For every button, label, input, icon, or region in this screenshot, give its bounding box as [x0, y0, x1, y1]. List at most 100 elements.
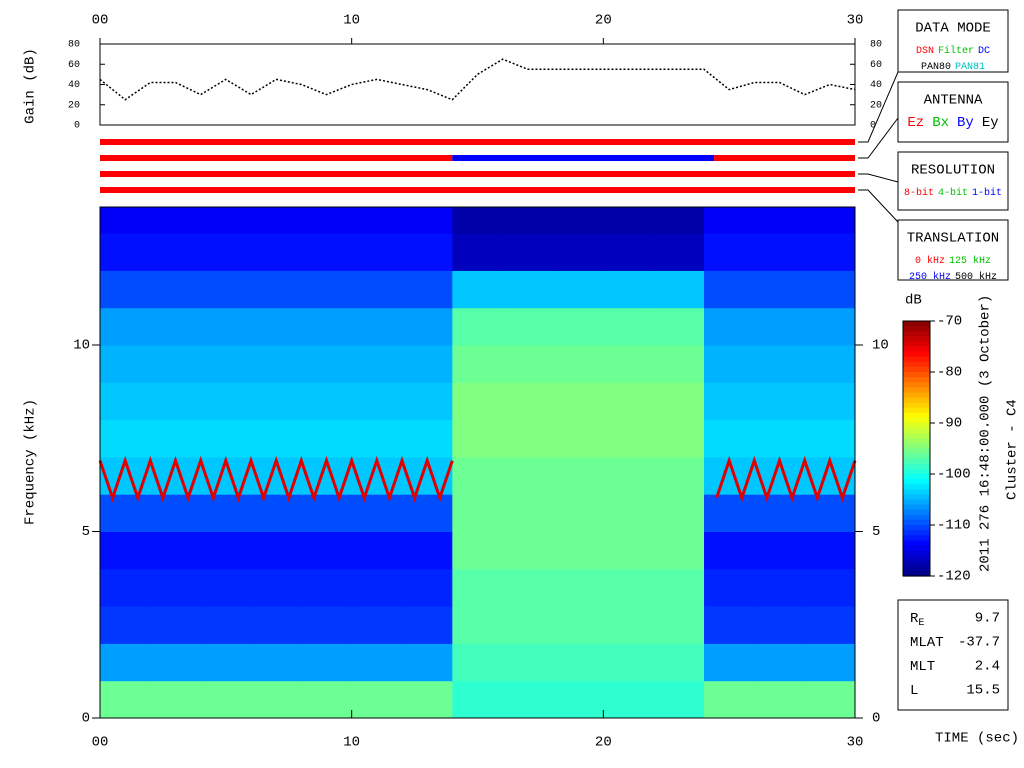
panel-item: Ey	[982, 115, 999, 131]
y-tick-label: 80	[870, 40, 882, 51]
heatmap-cell	[603, 606, 655, 644]
heatmap-cell	[100, 531, 151, 570]
heatmap-cell	[150, 382, 202, 421]
heatmap-cell	[754, 270, 806, 309]
heatmap-cell	[704, 494, 755, 533]
heatmap-cell	[301, 531, 353, 570]
y-tick-label: 10	[872, 338, 889, 354]
status-segment	[452, 155, 715, 161]
heatmap-cell	[452, 207, 504, 234]
colorbar-tick-label: -80	[937, 365, 962, 381]
colorbar-swatch	[903, 560, 930, 567]
heatmap-cell	[653, 680, 705, 719]
panel-frame	[897, 81, 1009, 143]
heatmap-cell	[754, 307, 806, 346]
panel-item: 1-bit	[972, 187, 1002, 199]
heatmap-cell	[502, 419, 554, 458]
heatmap-cell	[200, 568, 252, 607]
gain-line	[99, 58, 856, 101]
heatmap-cell	[653, 568, 705, 607]
panel-item: DSN	[916, 46, 934, 57]
heatmap-cell	[452, 270, 504, 309]
info-label-text: MLAT	[910, 635, 944, 651]
heatmap-cell	[200, 345, 252, 383]
heatmap-cell	[502, 643, 554, 682]
colorbar-swatch	[903, 555, 930, 562]
heatmap-cell	[804, 494, 856, 533]
heatmap-cell	[402, 382, 453, 421]
colorbar-swatch	[903, 494, 930, 501]
heatmap-cell	[200, 307, 252, 346]
colorbar-swatch	[903, 514, 930, 521]
colorbar-swatch	[903, 535, 930, 541]
heatmap-cell	[402, 606, 453, 644]
info-label: MLT	[910, 659, 935, 675]
heatmap-cell	[452, 643, 504, 682]
arrows	[858, 71, 899, 223]
colorbar-swatch	[903, 412, 930, 419]
heatmap-cell	[804, 345, 856, 383]
heatmap-cell	[402, 233, 453, 271]
heatmap-cell	[704, 345, 755, 383]
info-value: -37.7	[958, 635, 1000, 651]
heatmap-cell	[251, 419, 302, 458]
info-value: 2.4	[975, 659, 1000, 675]
heatmap-cell	[553, 345, 604, 383]
heatmap-cell	[251, 345, 302, 383]
heatmap-cell	[100, 419, 151, 458]
heatmap-cell	[150, 270, 202, 309]
y-tick-label: 60	[68, 60, 80, 71]
y-tick-label: 5	[82, 524, 90, 540]
heatmap-cell	[804, 643, 856, 682]
heatmap-cell	[200, 419, 252, 458]
heatmap-cell	[754, 494, 806, 533]
panel-item: 4-bit	[938, 187, 968, 199]
heatmap-cell	[704, 643, 755, 682]
heatmap-cell	[301, 568, 353, 607]
heatmap-cell	[502, 207, 554, 234]
colorbar-swatch	[903, 417, 930, 424]
arrow	[858, 173, 899, 183]
colorbar-swatch	[903, 346, 930, 353]
heatmap-cell	[653, 382, 705, 421]
colorbar-swatch	[903, 428, 930, 434]
heatmap-cell	[251, 207, 302, 234]
heatmap-cell	[704, 307, 755, 346]
emission-line	[98, 455, 454, 503]
panel-title: ANTENNA	[924, 93, 983, 109]
heatmap-cell	[351, 419, 403, 458]
heatmap-cell	[200, 680, 252, 719]
y-tick-label: 5	[872, 524, 880, 540]
heatmap-cell	[100, 568, 151, 607]
heatmap-cell	[502, 345, 554, 383]
heatmap-cell	[452, 307, 504, 346]
heatmap-cell	[704, 270, 755, 309]
heatmap-cell	[200, 643, 252, 682]
heatmap-cell	[603, 494, 655, 533]
heatmap-cell	[200, 494, 252, 533]
colorbar-swatch	[903, 321, 930, 327]
colorbar-swatch	[903, 530, 930, 536]
info-label: MLAT	[910, 635, 944, 651]
y-tick-label: 20	[870, 100, 882, 111]
colorbar-swatch	[903, 463, 930, 470]
heatmap-cell	[653, 233, 705, 271]
x-tick-label: 30	[847, 13, 864, 29]
panel-frame	[897, 151, 1009, 211]
heatmap-cell	[603, 233, 655, 271]
y-tick-label: 60	[870, 60, 882, 71]
heatmap-cell	[402, 680, 453, 719]
panel-item: 125 kHz	[949, 255, 991, 267]
heatmap-cell	[452, 680, 504, 719]
heatmap-cell	[301, 606, 353, 644]
heatmap-cell	[402, 531, 453, 570]
heatmap-cell	[351, 270, 403, 309]
colorbar-swatch	[903, 438, 930, 444]
heatmap-cell	[603, 382, 655, 421]
panel-line: 0 kHz 125 kHz	[915, 255, 991, 267]
heatmap-cell	[603, 419, 655, 458]
x-axis-label: TIME (sec)	[935, 731, 1019, 747]
panel-item: PAN81	[955, 62, 985, 73]
y-axis-label: Frequency (kHz)	[23, 399, 39, 525]
